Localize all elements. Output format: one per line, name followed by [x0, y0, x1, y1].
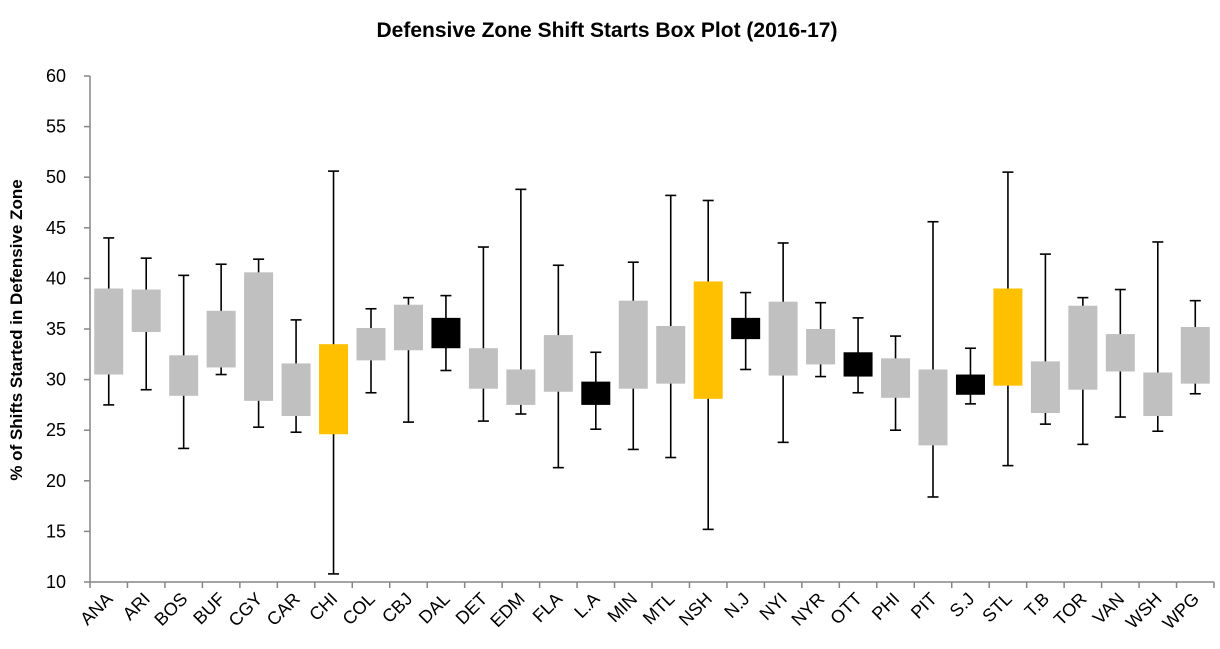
box-wpg: [1180, 326, 1210, 384]
x-tick-label: MIN: [604, 589, 641, 626]
box-edm: [506, 369, 536, 405]
x-tick-label: N.J: [720, 589, 753, 622]
x-tick-label: WPG: [1159, 589, 1204, 634]
x-tick-label: CBJ: [378, 589, 416, 627]
x-tick-label: PHI: [868, 589, 903, 624]
box-ari: [131, 289, 161, 333]
y-tick-label: 15: [46, 521, 66, 541]
x-tick-label: COL: [339, 589, 379, 629]
x-tick-label: TOR: [1050, 589, 1091, 630]
x-tick-label: NYI: [756, 589, 791, 624]
y-tick-label: 20: [46, 471, 66, 491]
box-bos: [169, 355, 199, 396]
box-nyi: [768, 301, 798, 376]
box-pit: [918, 369, 948, 446]
box-car: [281, 363, 311, 417]
box-van: [1105, 334, 1135, 372]
y-tick-label: 35: [46, 319, 66, 339]
box-nsh: [693, 281, 723, 399]
y-tick-label: 10: [46, 572, 66, 592]
box-cgy: [244, 272, 274, 401]
box-tor: [1068, 305, 1098, 390]
y-tick-label: 25: [46, 420, 66, 440]
x-tick-label: CGY: [225, 589, 267, 631]
box-fla: [543, 335, 573, 392]
boxes: [94, 272, 1210, 446]
y-tick-label: 50: [46, 167, 66, 187]
box-la: [581, 381, 611, 405]
x-tick-label: ANA: [76, 589, 116, 629]
y-tick-label: 45: [46, 218, 66, 238]
x-tick-label: CHI: [305, 589, 341, 625]
x-tick-label: BOS: [150, 589, 191, 630]
x-tick-label: OTT: [826, 589, 866, 629]
x-tick-label: ARI: [119, 589, 154, 624]
x-tick-label: CAR: [263, 589, 304, 630]
x-tick-label: EDM: [486, 589, 528, 631]
box-mtl: [656, 325, 686, 384]
y-tick-label: 60: [46, 66, 66, 86]
x-tick-label: WSH: [1122, 589, 1166, 633]
x-tick-label: PIT: [907, 589, 941, 623]
box-cbj: [393, 304, 423, 351]
box-col: [356, 327, 386, 361]
x-tick-label: DET: [452, 589, 492, 629]
box-det: [468, 348, 498, 389]
x-tick-label: STL: [978, 589, 1015, 626]
box-tb: [1030, 361, 1060, 413]
box-dal: [431, 317, 461, 349]
x-tick-label: S.J: [946, 589, 979, 622]
x-tick-label: FLA: [529, 589, 566, 626]
x-tick-label: T.B: [1021, 589, 1054, 622]
y-axis: 10 15 20 25 30 35 40 45 50 55 60: [46, 66, 91, 592]
chart-title: Defensive Zone Shift Starts Box Plot (20…: [377, 19, 838, 42]
x-tick-label: L.A: [570, 589, 603, 622]
y-tick-label: 30: [46, 370, 66, 390]
y-axis-label: % of Shifts Started in Defensive Zone: [7, 179, 26, 480]
box-nj: [731, 317, 761, 340]
box-min: [618, 300, 648, 389]
x-tick-label: DAL: [415, 589, 454, 628]
x-tick-label: NYR: [787, 589, 828, 630]
y-tick-label: 55: [46, 117, 66, 137]
x-tick-label: MTL: [639, 589, 679, 629]
x-tick-label: NSH: [675, 589, 716, 630]
x-tick-label: VAN: [1089, 589, 1128, 628]
y-tick-label: 40: [46, 268, 66, 288]
x-tick-label: BUF: [189, 589, 229, 629]
x-axis: [89, 581, 1215, 588]
box-stl: [993, 288, 1023, 386]
box-ott: [843, 352, 873, 377]
box-sj: [955, 374, 985, 395]
box-phi: [881, 358, 911, 398]
box-buf: [206, 310, 236, 368]
box-nyr: [806, 329, 836, 365]
box-chi: [319, 344, 349, 435]
box-ana: [94, 288, 124, 375]
box-wsh: [1143, 372, 1173, 417]
